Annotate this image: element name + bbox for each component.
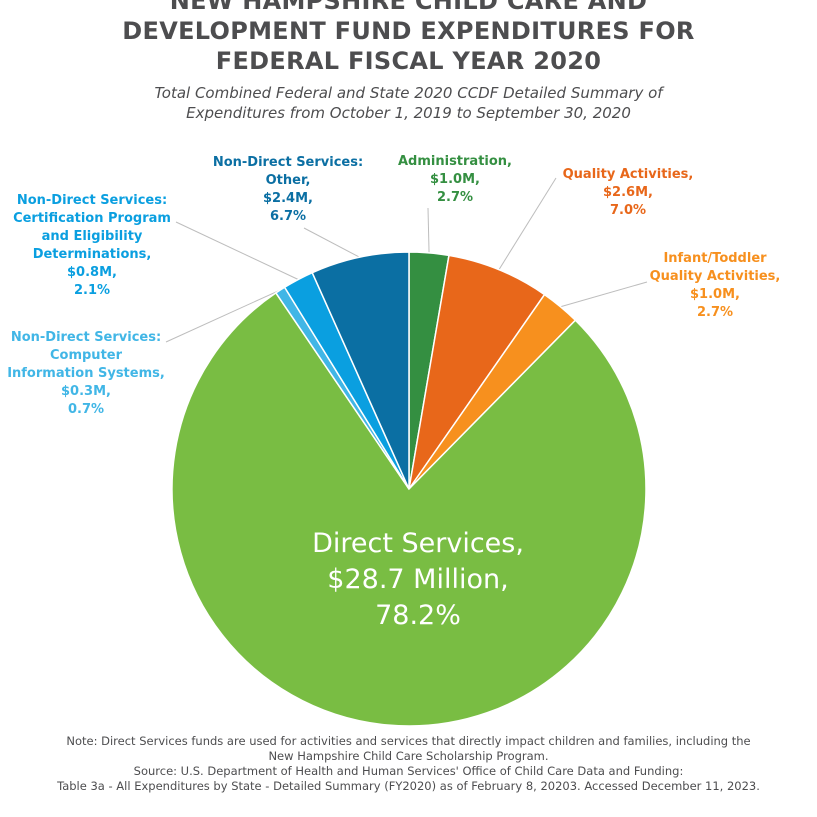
chart-title-line: DEVELOPMENT FUND EXPENDITURES FOR <box>122 17 695 45</box>
label-line: Certification Program <box>13 211 171 226</box>
label-line: 2.7% <box>696 305 734 320</box>
label-line: Quality Activities, <box>649 269 781 284</box>
slice-label-direct-services: Direct Services, $28.7 Million, 78.2% <box>218 526 618 634</box>
note-line: Note: Direct Services funds are used for… <box>66 734 751 748</box>
label-line: Non-Direct Services: <box>212 155 364 170</box>
slice-label-quality-activities: Quality Activities, $2.6M, 7.0% <box>548 166 708 220</box>
label-line: Non-Direct Services: <box>16 193 168 208</box>
chart-subtitle: Total Combined Federal and State 2020 CC… <box>0 83 817 123</box>
label-line: Other, <box>265 173 311 188</box>
label-line: Information Systems, <box>7 366 165 381</box>
label-line: Direct Services, <box>312 528 524 559</box>
pie-slice-non-direct-other <box>311 251 410 490</box>
source-line: Source: U.S. Department of Health and Hu… <box>133 764 684 778</box>
leader-line-non-direct-computer <box>165 289 281 343</box>
footnotes: Note: Direct Services funds are used for… <box>0 734 817 794</box>
label-line: 78.2% <box>375 600 461 631</box>
label-line: 2.1% <box>73 283 111 298</box>
label-line: Infant/Toddler <box>663 251 767 266</box>
label-line: $28.7 Million, <box>327 564 509 595</box>
label-line: Quality Activities, <box>562 167 694 182</box>
note-line: New Hampshire Child Care Scholarship Pro… <box>268 749 549 763</box>
slice-label-non-direct-computer: Non-Direct Services: Computer Informatio… <box>0 329 172 419</box>
leader-line-non-direct-certification <box>175 221 299 280</box>
slice-label-non-direct-certification: Non-Direct Services: Certification Progr… <box>4 192 180 300</box>
label-line: Determinations, <box>32 247 152 262</box>
label-line: 2.7% <box>436 190 474 205</box>
chart-subtitle-line: Total Combined Federal and State 2020 CC… <box>154 84 663 102</box>
chart-title: NEW HAMPSHIRE CHILD CARE AND DEVELOPMENT… <box>0 0 817 76</box>
label-line: 6.7% <box>269 209 307 224</box>
label-line: and Eligibility <box>41 229 143 244</box>
label-line: Computer <box>49 348 123 363</box>
label-line: Administration, <box>397 154 512 169</box>
leader-line-quality-activities <box>498 177 557 270</box>
chart-subtitle-line: Expenditures from October 1, 2019 to Sep… <box>186 104 631 122</box>
label-line: $0.3M, <box>61 384 111 399</box>
source-line: Table 3a - All Expenditures by State - D… <box>57 779 760 793</box>
pie-slice-quality-activities <box>408 254 546 490</box>
label-line: $0.8M, <box>67 265 117 280</box>
leader-lines <box>165 177 648 343</box>
slice-label-infant-toddler: Infant/Toddler Quality Activities, $1.0M… <box>635 250 795 322</box>
label-line: Non-Direct Services: <box>10 330 162 345</box>
leader-line-non-direct-other <box>303 227 360 258</box>
label-line: $1.0M, <box>430 172 480 187</box>
slice-label-administration: Administration, $1.0M, 2.7% <box>385 153 525 207</box>
leader-line-administration <box>427 207 430 253</box>
label-line: $2.4M, <box>263 191 313 206</box>
chart-title-line: NEW HAMPSHIRE CHILD CARE AND <box>169 0 648 15</box>
label-line: 7.0% <box>609 203 647 218</box>
chart-title-line: FEDERAL FISCAL YEAR 2020 <box>215 47 602 75</box>
label-line: $2.6M, <box>603 185 653 200</box>
slice-label-non-direct-other: Non-Direct Services: Other, $2.4M, 6.7% <box>208 154 368 226</box>
pie-slice-direct-services <box>171 291 647 727</box>
leader-line-infant-toddler <box>560 281 648 308</box>
label-line: $1.0M, <box>690 287 740 302</box>
label-line: 0.7% <box>67 402 105 417</box>
pie-slices <box>171 251 647 727</box>
